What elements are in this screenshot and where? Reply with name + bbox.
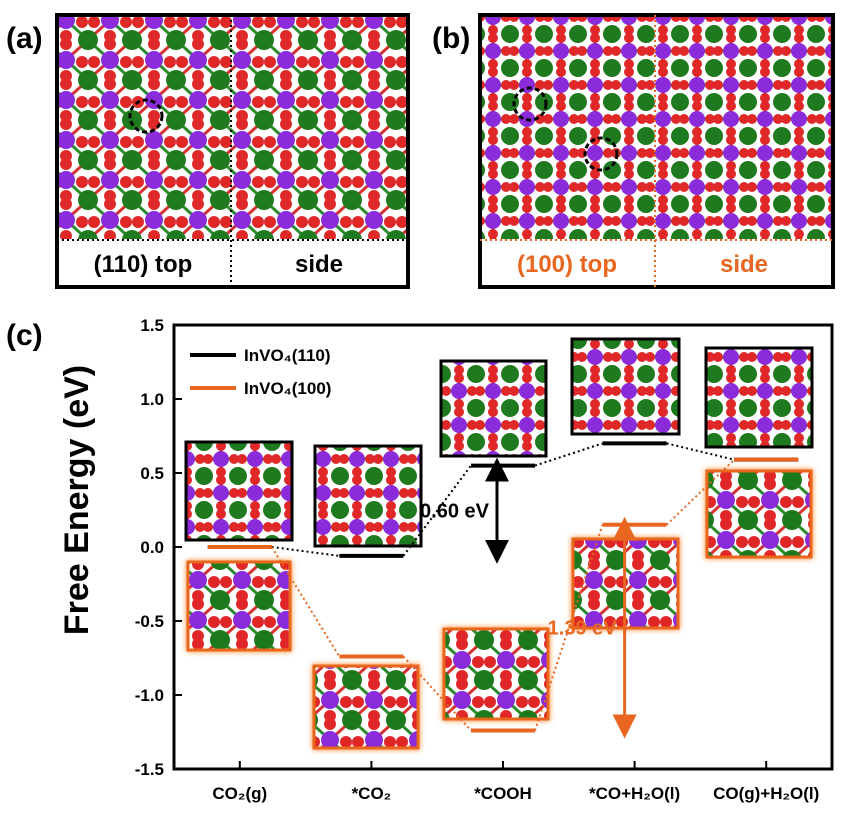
x-tick-label: CO(g)+H₂O(l) [713, 784, 819, 803]
x-tick-label: CO₂(g) [212, 784, 267, 803]
structure-inset [705, 469, 813, 559]
connector [270, 546, 341, 658]
y-tick-label: 0.0 [140, 538, 164, 557]
structure-inset [439, 359, 548, 458]
y-tick-label: -0.5 [135, 612, 164, 631]
connector [534, 442, 603, 467]
connector [665, 458, 735, 526]
structure-inset [442, 627, 550, 721]
site-marker [512, 86, 548, 122]
annotation: 1.39 eV [548, 618, 618, 640]
y-tick-label: 0.5 [140, 464, 164, 483]
connector [402, 465, 472, 557]
connector [666, 442, 735, 461]
connector [402, 655, 472, 732]
y-tick-label: 1.0 [140, 390, 164, 409]
legend-label: InVO₄(110) [244, 346, 331, 365]
panel-caption: side [720, 251, 768, 278]
annotation: 0.60 eV [420, 501, 490, 523]
panel-label: (c) [6, 319, 43, 352]
panel-label: (b) [432, 22, 470, 55]
connector [271, 546, 340, 557]
panel-frame [478, 13, 835, 289]
panel-caption: side [295, 251, 343, 278]
x-tick-label: *CO₂ [352, 784, 392, 803]
x-tick-label: *CO+H₂O(l) [589, 784, 680, 803]
panel-label: (a) [6, 22, 43, 55]
structure-inset [312, 664, 420, 750]
inset-images [184, 337, 814, 750]
panel-caption: (110) top [94, 251, 193, 278]
legend-label: InVO₄(100) [244, 379, 331, 398]
panel-frame [55, 13, 410, 289]
connector [534, 524, 604, 731]
y-tick-label: -1.0 [135, 686, 164, 705]
panel-caption: (100) top [517, 251, 617, 278]
x-tick-label: *COOH [474, 784, 532, 803]
y-axis-label: Free Energy (eV) [58, 365, 96, 635]
y-tick-label: 1.5 [140, 316, 164, 335]
structure-inset [313, 444, 423, 548]
panel-c: (c) Free Energy (eV) -1.5 -1.0 -0.5 0.0 0.5 1… [6, 316, 834, 803]
structure-inset [570, 337, 681, 436]
y-tick-label: -1.5 [135, 760, 164, 779]
structure-inset [704, 346, 814, 449]
structure-inset [186, 560, 292, 652]
panel-a: (110) top side (a) [6, 13, 410, 289]
structure-inset [184, 440, 294, 542]
site-marker [128, 98, 164, 134]
structure-image [59, 17, 406, 239]
panel-b: (100) top side (b) [432, 13, 835, 289]
site-marker [583, 136, 619, 172]
structure-image [482, 17, 831, 239]
